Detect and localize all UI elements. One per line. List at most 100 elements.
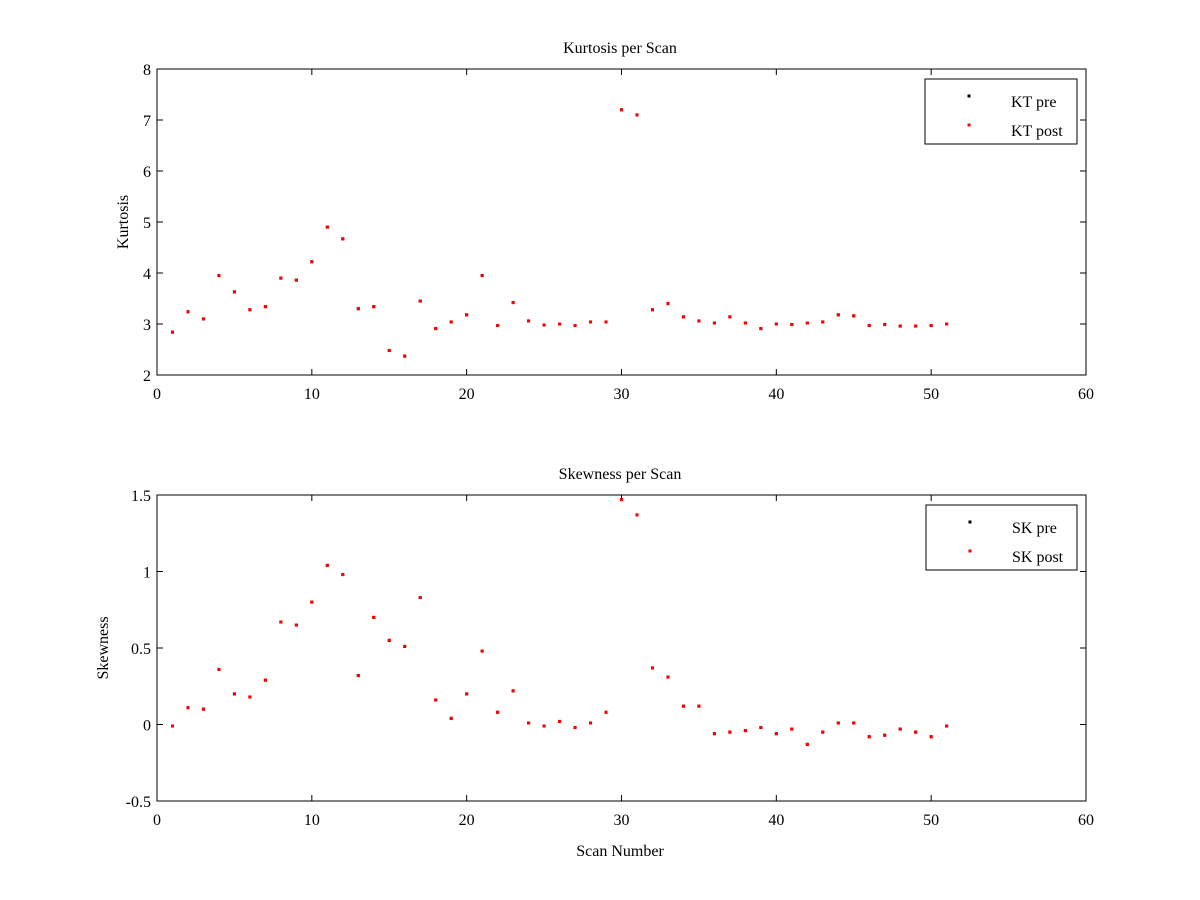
skewness-x-tick-label: 20	[459, 812, 475, 829]
kurtosis-point-post	[759, 327, 763, 331]
kurtosis-point-post	[650, 308, 654, 312]
kurtosis-panel: Kurtosis per Scan Kurtosis 0 10 20 30 40 50 60…	[115, 40, 1094, 403]
kurtosis-y-tick-label: 7	[143, 113, 151, 130]
skewness-point-post	[232, 692, 236, 696]
kurtosis-point-post	[743, 321, 747, 325]
kurtosis-point-post	[697, 319, 701, 323]
kurtosis-point-post	[217, 274, 221, 278]
skewness-point-post	[170, 724, 174, 728]
skewness-point-post	[898, 727, 902, 731]
kurtosis-y-tick-label: 3	[143, 317, 151, 334]
skewness-point-post	[527, 721, 531, 725]
kurtosis-x-tick-label: 30	[614, 386, 630, 403]
kurtosis-point-post	[790, 323, 794, 327]
skewness-point-post	[635, 513, 639, 517]
skewness-y-tick-label: 1.5	[131, 488, 151, 505]
skewness-y-tick-label: 0	[143, 718, 151, 735]
kurtosis-legend: KT pre KT post	[924, 78, 1078, 145]
skewness-point-post	[248, 695, 252, 699]
skewness-point-post	[403, 644, 407, 648]
skewness-point-post	[681, 704, 685, 708]
kurtosis-y-tick-label: 2	[143, 368, 151, 385]
skewness-point-post	[712, 732, 716, 736]
kurtosis-point-post	[774, 322, 778, 326]
skewness-legend-label-pre: SK pre	[1012, 520, 1057, 537]
kurtosis-title: Kurtosis per Scan	[563, 40, 677, 57]
skewness-point-post	[929, 735, 933, 739]
skewness-legend-label-post: SK post	[1012, 549, 1064, 566]
skewness-point-post	[217, 667, 221, 671]
kurtosis-point-post	[620, 108, 623, 112]
skewness-point-post	[650, 666, 654, 670]
skewness-y-tick-label: 1	[143, 565, 151, 582]
kurtosis-point-post	[728, 315, 732, 319]
skewness-point-post	[418, 596, 422, 600]
skewness-title: Skewness per Scan	[559, 466, 682, 483]
kurtosis-point-post	[635, 113, 639, 117]
skewness-point-post	[387, 638, 391, 642]
skewness-point-post	[666, 675, 670, 679]
skewness-point-post	[573, 726, 577, 730]
skewness-point-post	[759, 726, 763, 730]
kurtosis-y-tick-label: 6	[143, 164, 151, 181]
skewness-point-post	[496, 710, 500, 714]
skewness-point-post	[310, 600, 314, 604]
kurtosis-point-post	[294, 278, 298, 282]
kurtosis-point-post	[945, 322, 949, 326]
skewness-y-label: Skewness	[95, 616, 112, 679]
skewness-point-post	[325, 563, 329, 567]
kurtosis-y-tick-label: 5	[143, 215, 151, 232]
skewness-x-tick-label: 50	[923, 812, 939, 829]
kurtosis-x-tick-label: 50	[923, 386, 939, 403]
skewness-x-tick-label: 10	[304, 812, 320, 829]
kurtosis-point-post	[248, 308, 252, 312]
kurtosis-point-post	[372, 305, 376, 309]
skewness-y-tick-label: 0.5	[131, 641, 151, 658]
kurtosis-axes-ticks: 0 10 20 30 40 50 60 2 3 4 5 6 7 8	[143, 62, 1094, 403]
skewness-point-post	[480, 649, 484, 653]
kurtosis-point-post	[263, 305, 267, 309]
skewness-point-post	[945, 724, 949, 728]
kurtosis-point-post	[929, 324, 933, 328]
kurtosis-y-tick-label: 4	[143, 266, 151, 283]
kurtosis-point-post	[341, 237, 345, 241]
skewness-axes-box	[156, 494, 1087, 802]
skewness-y-tick-label: -0.5	[126, 794, 151, 811]
kurtosis-point-post	[867, 324, 871, 328]
skewness-point-post	[449, 716, 453, 720]
skewness-point-post	[201, 707, 205, 711]
skewness-point-post	[728, 730, 732, 734]
skewness-point-post	[263, 678, 267, 682]
skewness-point-post	[279, 620, 283, 624]
skewness-point-post	[774, 732, 778, 736]
kurtosis-legend-label-pre: KT pre	[1011, 94, 1056, 111]
skewness-point-post	[836, 721, 840, 725]
kurtosis-y-label: Kurtosis	[115, 195, 132, 249]
skewness-point-post	[883, 733, 887, 737]
kurtosis-point-post	[527, 319, 531, 323]
kurtosis-point-post	[434, 327, 438, 331]
skewness-point-post	[465, 692, 469, 696]
kurtosis-point-post	[681, 315, 685, 319]
skewness-point-post	[341, 573, 345, 577]
skewness-point-post	[589, 721, 593, 725]
kurtosis-point-post	[542, 323, 546, 327]
kurtosis-point-post	[418, 299, 422, 303]
kurtosis-point-post	[511, 301, 515, 305]
kurtosis-point-post	[201, 317, 205, 321]
kurtosis-point-post	[403, 354, 407, 358]
kurtosis-point-post	[852, 314, 856, 318]
skewness-x-tick-label: 40	[768, 812, 784, 829]
skewness-point-post	[604, 710, 608, 714]
kurtosis-point-post	[666, 302, 670, 306]
skewness-point-post	[542, 724, 546, 728]
skewness-point-post	[697, 704, 701, 708]
skewness-point-post	[821, 730, 825, 734]
kurtosis-point-post	[480, 274, 484, 278]
kurtosis-point-post	[712, 321, 716, 325]
kurtosis-point-post	[186, 310, 190, 314]
skewness-point-post	[867, 735, 871, 739]
skewness-point-post	[372, 615, 376, 619]
kurtosis-legend-box	[924, 78, 1078, 145]
